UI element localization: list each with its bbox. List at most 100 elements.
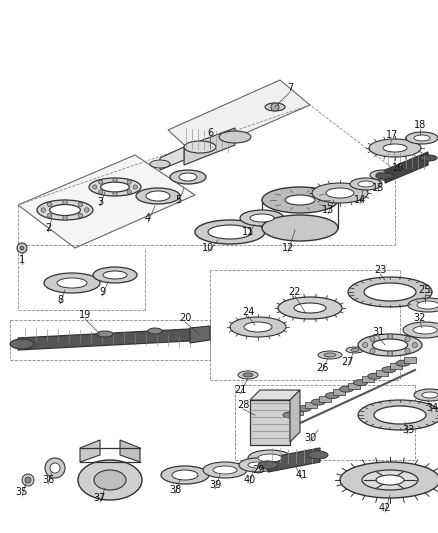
Ellipse shape (258, 461, 277, 469)
Ellipse shape (375, 475, 403, 485)
Text: 11: 11 (241, 227, 254, 237)
Text: 35: 35 (16, 487, 28, 497)
Ellipse shape (405, 132, 437, 144)
Ellipse shape (179, 173, 197, 181)
Text: 36: 36 (42, 475, 54, 485)
Circle shape (50, 463, 60, 473)
Circle shape (127, 190, 131, 194)
Circle shape (386, 351, 392, 356)
Ellipse shape (161, 466, 208, 484)
Ellipse shape (418, 155, 436, 161)
Circle shape (17, 243, 27, 253)
Ellipse shape (103, 271, 127, 279)
Ellipse shape (323, 353, 335, 357)
Circle shape (25, 477, 31, 483)
Ellipse shape (37, 200, 93, 220)
Ellipse shape (381, 367, 395, 373)
Ellipse shape (395, 360, 409, 366)
Text: 37: 37 (94, 493, 106, 503)
Text: 15: 15 (371, 183, 383, 193)
Polygon shape (159, 147, 184, 170)
Ellipse shape (93, 267, 137, 283)
Bar (361, 376, 373, 382)
Polygon shape (184, 128, 234, 165)
Ellipse shape (375, 172, 389, 178)
Text: 33: 33 (401, 425, 413, 435)
Circle shape (369, 336, 374, 342)
Ellipse shape (277, 297, 341, 319)
Text: 41: 41 (295, 470, 307, 480)
Ellipse shape (357, 181, 373, 187)
Ellipse shape (247, 450, 291, 466)
Circle shape (113, 178, 117, 182)
Ellipse shape (283, 412, 297, 418)
Ellipse shape (265, 103, 284, 111)
Polygon shape (267, 448, 319, 472)
Ellipse shape (357, 400, 438, 430)
Circle shape (78, 213, 82, 218)
Ellipse shape (421, 392, 437, 398)
Polygon shape (18, 328, 208, 350)
Text: 1: 1 (19, 255, 25, 265)
Ellipse shape (10, 339, 34, 349)
Text: 42: 42 (378, 503, 390, 513)
Bar (375, 370, 387, 376)
Ellipse shape (350, 349, 358, 351)
Polygon shape (249, 390, 299, 400)
Ellipse shape (184, 141, 215, 153)
Ellipse shape (284, 195, 314, 205)
Ellipse shape (373, 406, 425, 424)
Ellipse shape (44, 273, 100, 293)
Text: 23: 23 (373, 265, 385, 275)
Text: 25: 25 (418, 285, 430, 295)
Ellipse shape (369, 170, 395, 180)
Ellipse shape (208, 225, 251, 239)
Ellipse shape (349, 178, 381, 190)
Circle shape (369, 349, 374, 353)
Circle shape (63, 200, 67, 205)
Ellipse shape (136, 188, 180, 204)
Text: 13: 13 (321, 205, 333, 215)
Ellipse shape (194, 220, 265, 244)
Circle shape (270, 103, 279, 111)
Circle shape (84, 208, 89, 212)
Bar (332, 389, 345, 395)
Text: 26: 26 (315, 363, 328, 373)
Circle shape (362, 342, 367, 348)
Text: 7: 7 (286, 83, 293, 93)
Ellipse shape (297, 406, 311, 411)
Text: 18: 18 (413, 120, 425, 130)
Text: 27: 27 (341, 357, 353, 367)
Ellipse shape (237, 371, 258, 379)
Ellipse shape (402, 322, 438, 338)
Polygon shape (290, 390, 299, 442)
Bar (318, 396, 331, 402)
Text: 32: 32 (413, 313, 425, 323)
Ellipse shape (238, 458, 274, 472)
Text: 38: 38 (169, 485, 181, 495)
Ellipse shape (325, 188, 353, 198)
Polygon shape (120, 440, 140, 462)
Ellipse shape (240, 210, 283, 226)
Ellipse shape (219, 131, 251, 143)
Polygon shape (80, 440, 100, 462)
Ellipse shape (416, 301, 438, 309)
Ellipse shape (150, 160, 170, 168)
Ellipse shape (361, 470, 417, 490)
Ellipse shape (249, 214, 273, 222)
Circle shape (113, 192, 117, 196)
Circle shape (99, 190, 102, 194)
Ellipse shape (413, 135, 429, 141)
Ellipse shape (293, 303, 325, 313)
Polygon shape (168, 80, 309, 155)
Ellipse shape (407, 298, 438, 312)
Bar (389, 364, 401, 369)
Circle shape (127, 180, 131, 184)
Text: 19: 19 (79, 310, 91, 320)
Ellipse shape (345, 347, 363, 353)
Bar (304, 402, 316, 408)
Text: 2: 2 (45, 223, 51, 233)
Ellipse shape (371, 339, 406, 351)
Text: 5: 5 (174, 195, 181, 205)
Ellipse shape (413, 389, 438, 401)
